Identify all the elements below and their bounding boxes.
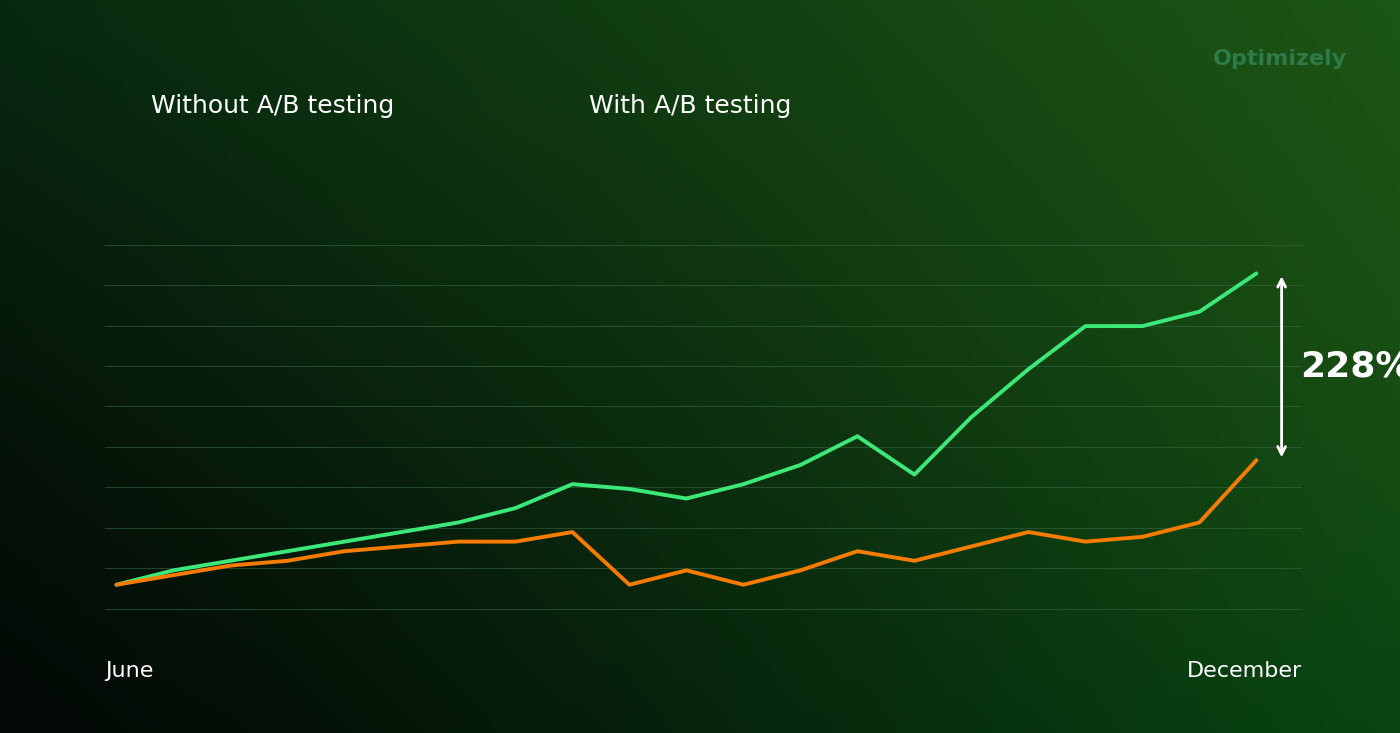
- Text: Optimizely: Optimizely: [1212, 48, 1347, 69]
- Text: 228%: 228%: [1299, 350, 1400, 384]
- Text: June: June: [105, 660, 154, 681]
- Text: December: December: [1187, 660, 1302, 681]
- Text: With A/B testing: With A/B testing: [589, 95, 792, 118]
- Text: Without A/B testing: Without A/B testing: [151, 95, 395, 118]
